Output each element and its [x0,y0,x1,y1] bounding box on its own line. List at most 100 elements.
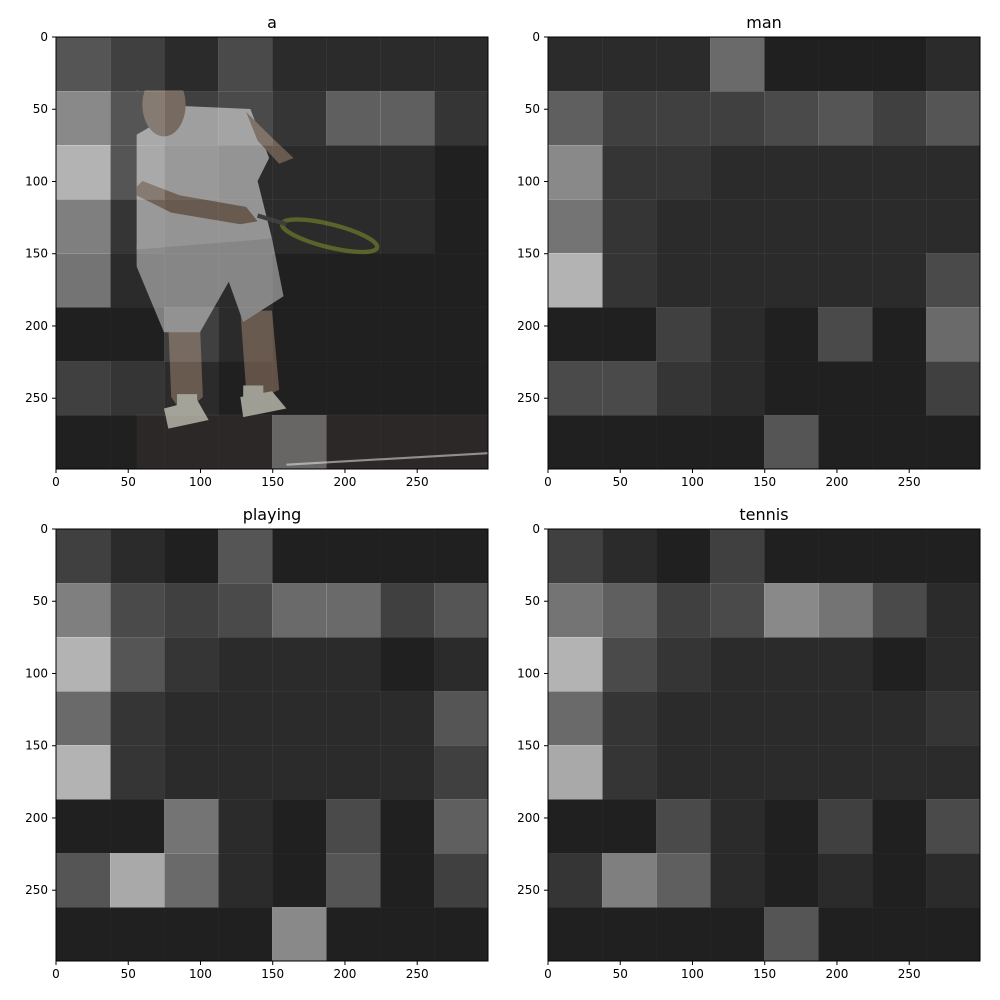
x-tick-label: 250 [898,475,921,489]
attention-cell [872,37,927,92]
attention-cell [710,907,765,962]
attention-cell [764,361,819,416]
x-tick-label: 250 [898,967,921,981]
attention-cell [434,145,489,200]
attention-cell [548,253,603,308]
attention-cell [926,145,981,200]
attention-cell [656,415,711,470]
attention-cell [818,799,873,854]
attention-cell [602,907,657,962]
x-tick-label: 200 [826,967,849,981]
y-tick-label: 100 [25,666,48,680]
attention-cell [710,637,765,692]
attention-cell [926,907,981,962]
attention-cell [656,529,711,584]
attention-cell [818,907,873,962]
attention-cell [872,145,927,200]
attention-cell [602,199,657,254]
attention-cell [56,361,111,416]
attention-cell [710,799,765,854]
attention-cell [926,799,981,854]
attention-cell [710,529,765,584]
attention-cell [872,799,927,854]
axes-frame [547,36,981,470]
attention-cell [548,583,603,638]
attention-cell [218,691,273,746]
attention-cell [110,529,165,584]
attention-cell [764,853,819,908]
attention-cell [272,145,327,200]
attention-cell [110,583,165,638]
attention-cell [218,529,273,584]
attention-cell [656,745,711,800]
x-tick-label: 100 [681,967,704,981]
attention-cell [326,91,381,146]
attention-cell [818,529,873,584]
attention-cell [380,91,435,146]
attention-cell [764,37,819,92]
attention-cell [710,145,765,200]
attention-cell [434,91,489,146]
attention-cell [710,415,765,470]
attention-cell [218,361,273,416]
attention-cell [764,529,819,584]
attention-cell [818,637,873,692]
x-tick-label: 200 [826,475,849,489]
y-tick-label: 200 [517,811,540,825]
attention-cell [602,91,657,146]
attention-cell [272,253,327,308]
x-tick-label: 100 [189,475,212,489]
attention-cell [326,529,381,584]
attention-cell [326,907,381,962]
attention-cell [218,253,273,308]
attention-cell [926,37,981,92]
attention-cell [272,799,327,854]
attention-cell [548,529,603,584]
attention-cell [602,361,657,416]
attention-cell [710,307,765,362]
y-tick-label: 0 [40,30,48,44]
attention-cell [764,799,819,854]
attention-cell [764,637,819,692]
attention-cell [710,199,765,254]
attention-cell [110,361,165,416]
attention-cell [434,361,489,416]
attention-cell [218,307,273,362]
attention-cell [56,415,111,470]
attention-cell [218,853,273,908]
x-tick-label: 200 [334,967,357,981]
attention-cell [110,799,165,854]
attention-cell [380,415,435,470]
attention-cell [926,529,981,584]
x-tick-label: 250 [406,475,429,489]
attention-cell [56,907,111,962]
x-tick-label: 100 [681,475,704,489]
attention-cell [380,37,435,92]
attention-cell [164,691,219,746]
attention-cell [710,253,765,308]
attention-cell [434,853,489,908]
attention-cell [602,745,657,800]
attention-cell [110,853,165,908]
attention-cell [164,37,219,92]
y-tick-label: 50 [525,102,540,116]
attention-cell [326,145,381,200]
attention-cell [548,637,603,692]
attention-cell [710,37,765,92]
panel-title: a [267,13,277,32]
attention-cell [872,307,927,362]
y-tick-label: 150 [25,247,48,261]
attention-cell [602,583,657,638]
y-tick-label: 100 [517,666,540,680]
attention-cell [218,199,273,254]
photo-background [548,37,980,469]
attention-cell [548,745,603,800]
attention-cell [602,145,657,200]
attention-cell [218,637,273,692]
attention-cell [272,691,327,746]
attention-cell [326,199,381,254]
attention-cell [656,583,711,638]
attention-cell [926,199,981,254]
x-tick-label: 0 [52,475,60,489]
panel-playing: playing 0 50 100 150 200 250 0 50 100 150 200 250 [25,505,489,981]
